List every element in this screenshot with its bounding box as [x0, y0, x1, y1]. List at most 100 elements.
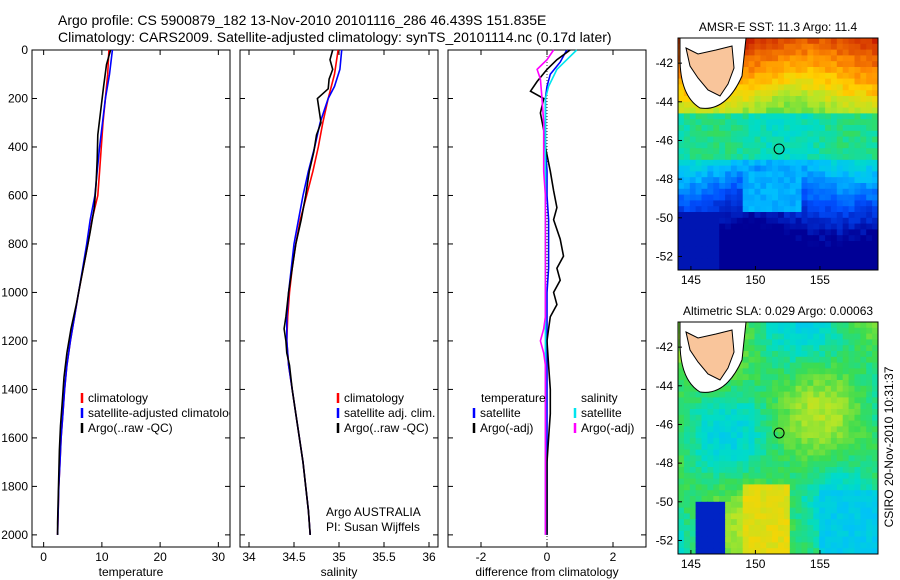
sst_map-cell	[725, 223, 732, 230]
sla_map-cell	[713, 478, 720, 485]
sst_map-cell	[872, 67, 878, 74]
sst_map-cell	[701, 200, 708, 207]
sst_map-cell	[801, 113, 808, 120]
sst_map-cell	[825, 246, 832, 254]
sst_map-cell	[866, 49, 873, 56]
sla_map-cell	[789, 327, 797, 335]
sst_map-cell	[695, 229, 703, 236]
sst_map-cell	[848, 177, 856, 184]
sst_map-cell	[872, 61, 878, 68]
sst_map-cell	[748, 188, 756, 196]
sla_map-cell	[719, 420, 726, 427]
sla_map-cell	[830, 484, 838, 491]
sst_map-cell	[842, 212, 850, 219]
sla_map-cell	[866, 362, 873, 369]
sst_map-cell	[736, 264, 744, 270]
sst_map-cell	[748, 55, 756, 62]
sst_map-cell	[819, 154, 826, 161]
sla_map-cell	[772, 368, 779, 375]
sst_map-cell	[766, 96, 773, 103]
sst_map-cell	[707, 235, 714, 242]
sst_map-cell	[854, 264, 861, 270]
sst_map-cell	[683, 154, 691, 161]
sst_map-cell	[695, 171, 703, 178]
sst_map-cell	[678, 217, 685, 225]
sst_map-cell	[789, 136, 797, 143]
sst_map-cell	[842, 107, 850, 114]
sst_map-cell	[866, 43, 873, 51]
sst_map-cell	[736, 177, 744, 184]
sla_map-cell	[848, 385, 856, 393]
sst_map-cell	[778, 148, 785, 155]
sla_map-cell	[860, 380, 867, 387]
sla_map-cell	[766, 327, 773, 335]
sst_map-cell	[760, 43, 767, 51]
sst_map-cell	[748, 136, 756, 143]
sla_map-cell	[848, 519, 856, 526]
sst_map-cell	[778, 130, 785, 138]
sla_map-cell	[754, 449, 761, 456]
sst_map-cell	[854, 252, 861, 259]
sla_map-cell	[742, 414, 750, 422]
sla_map-cell	[760, 438, 767, 445]
sst_map-cell	[813, 38, 820, 45]
sst_map-cell	[872, 130, 878, 138]
sst_map-cell	[842, 113, 850, 120]
sla_map-cell	[754, 507, 761, 514]
sla_map-cell	[713, 542, 720, 549]
sla_map-cell	[789, 333, 797, 340]
sla_map-cell	[825, 351, 832, 358]
sst_map-cell	[801, 43, 808, 51]
sst_map-cell	[825, 61, 832, 68]
sst_map-cell	[713, 130, 720, 138]
sla_map-cell	[872, 536, 878, 543]
sst_map-cell	[830, 159, 838, 167]
sst_map-cell	[695, 223, 703, 230]
sst_map-cell	[748, 223, 756, 230]
sla_map-cell	[725, 409, 732, 416]
sla_map-cell	[842, 443, 850, 451]
sst_map-cell	[825, 235, 832, 242]
sla_map-cell	[695, 548, 703, 554]
sla_map-cell	[754, 513, 761, 520]
sla_map-cell	[701, 461, 708, 468]
sla_map-cell	[783, 351, 791, 358]
sla_map-cell	[872, 414, 878, 422]
sst_map-cell	[866, 200, 873, 207]
sla_map-cell	[836, 449, 844, 456]
sla_map-cell	[801, 333, 808, 340]
sla_map-cell	[854, 519, 861, 526]
sla_map-cell	[719, 536, 726, 543]
sst_map-cell	[872, 252, 878, 259]
sst_map-cell	[860, 252, 867, 259]
sst_map-cell	[778, 241, 785, 248]
sst_map-cell	[713, 148, 720, 155]
sst_map-cell	[695, 130, 703, 138]
sst_map-cell	[719, 136, 726, 143]
sst_map-cell	[819, 61, 826, 68]
temperature-xtick-label: 10	[95, 550, 109, 564]
sla_map-cell	[801, 455, 808, 462]
sla_map-cell	[854, 327, 861, 335]
sst_map-cell	[783, 183, 791, 190]
sla_map-grid-cells	[678, 322, 878, 554]
sst_map-cell	[813, 107, 820, 114]
sst_map-cell	[801, 130, 808, 138]
sst_map-cell	[842, 136, 850, 143]
sst_map-cell	[713, 183, 720, 190]
sla_map-cell	[866, 443, 873, 451]
sla_map-cell	[736, 490, 744, 497]
sst_map-cell	[730, 154, 738, 161]
sst_map-cell	[754, 101, 761, 109]
sla_map-cell	[778, 356, 785, 364]
sst_map-cell	[830, 241, 838, 248]
sla_map-cell	[742, 472, 750, 480]
sla_map-cell	[683, 490, 691, 497]
sla_map-cell	[819, 490, 826, 497]
sst_map-cell	[836, 258, 844, 265]
sst_map-cell	[695, 183, 703, 190]
sla_map-cell	[789, 443, 797, 451]
sst_map-cell	[683, 217, 691, 225]
sla_map-cell	[766, 333, 773, 340]
sla_map-cell	[854, 542, 861, 549]
